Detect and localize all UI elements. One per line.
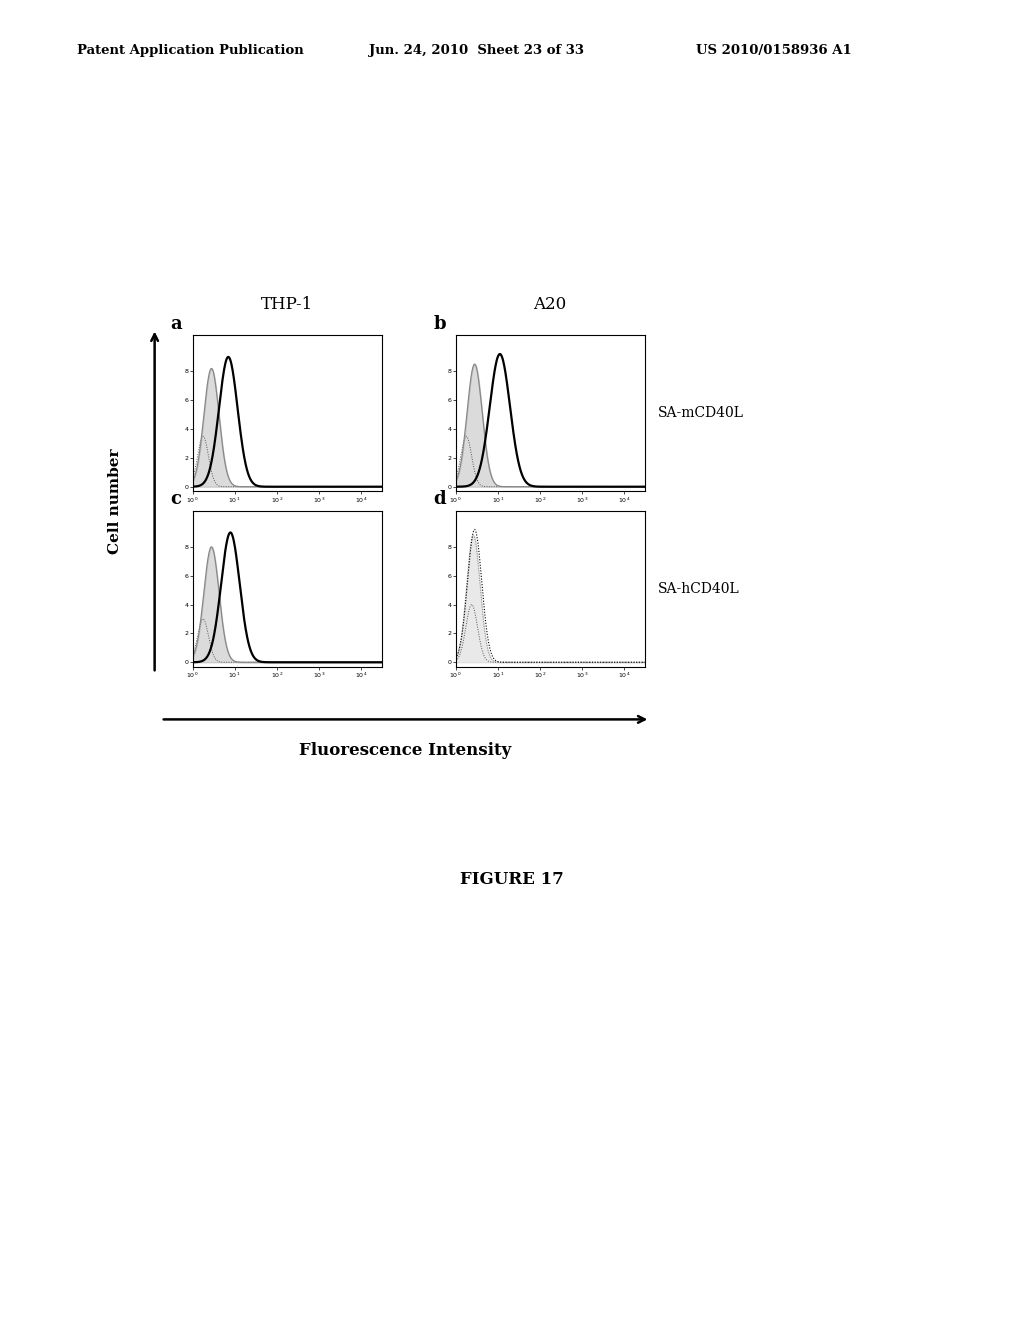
Text: Fluorescence Intensity: Fluorescence Intensity — [299, 742, 512, 759]
Text: Cell number: Cell number — [108, 449, 122, 553]
Text: c: c — [170, 490, 181, 508]
Text: SA-hCD40L: SA-hCD40L — [657, 582, 739, 595]
Text: b: b — [433, 314, 445, 333]
Text: SA-mCD40L: SA-mCD40L — [657, 407, 743, 420]
Text: THP-1: THP-1 — [260, 296, 313, 313]
Text: a: a — [170, 314, 181, 333]
Text: Patent Application Publication: Patent Application Publication — [77, 44, 303, 57]
Text: Jun. 24, 2010  Sheet 23 of 33: Jun. 24, 2010 Sheet 23 of 33 — [369, 44, 584, 57]
Text: FIGURE 17: FIGURE 17 — [460, 871, 564, 888]
Text: A20: A20 — [534, 296, 566, 313]
Text: d: d — [433, 490, 445, 508]
Text: US 2010/0158936 A1: US 2010/0158936 A1 — [696, 44, 852, 57]
